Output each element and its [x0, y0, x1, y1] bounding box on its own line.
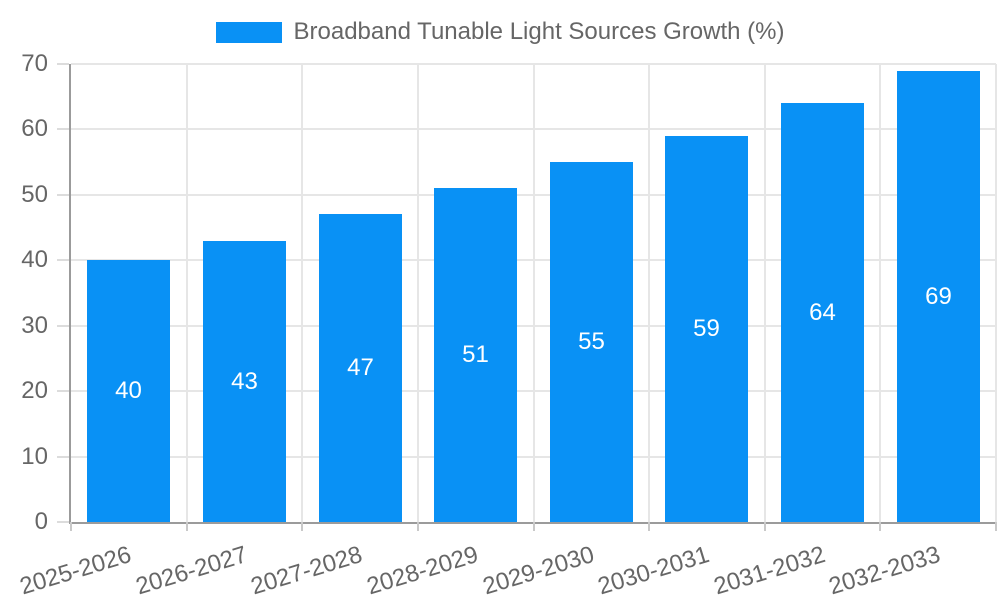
bar-value-label: 69: [925, 282, 952, 310]
plot-area: 40 43 47 51 55 59 64 69: [57, 63, 997, 531]
v-gridline: [995, 64, 997, 522]
y-axis-label: 20: [21, 377, 48, 405]
y-axis-label: 50: [21, 180, 48, 208]
chart-legend[interactable]: Broadband Tunable Light Sources Growth (…: [0, 18, 1000, 46]
bar-value-label: 59: [693, 315, 720, 342]
bar[interactable]: 40: [87, 260, 170, 522]
x-axis-label: 2028-2029: [363, 541, 482, 600]
v-gridline: [763, 64, 766, 522]
bar-value-label: 40: [115, 377, 142, 404]
x-axis: 2025-2026 2026-2027 2027-2028 2028-2029 2029…: [0, 524, 1000, 600]
x-axis-label: 2025-2026: [16, 541, 135, 600]
y-axis-label: 0: [34, 508, 48, 535]
v-gridline: [185, 64, 188, 522]
v-gridline: [879, 64, 882, 522]
x-tick-mark: [995, 522, 997, 531]
y-tick-mark: [57, 63, 69, 65]
bar-value-label: 43: [231, 367, 258, 395]
y-tick-mark: [57, 324, 69, 327]
y-tick-mark: [57, 128, 69, 131]
bar[interactable]: 69: [897, 71, 980, 522]
v-gridline: [532, 64, 535, 522]
y-axis-label: 60: [21, 115, 48, 143]
x-axis-label: 2030-2031: [594, 541, 713, 600]
x-axis-label: 2031-2032: [710, 541, 829, 600]
bar-value-label: 47: [347, 354, 374, 381]
x-tick-mark: [879, 522, 882, 531]
x-axis-label: 2027-2028: [248, 541, 366, 600]
bar-value-label: 64: [809, 298, 836, 326]
y-tick-mark: [57, 455, 69, 458]
bar[interactable]: 59: [665, 136, 748, 522]
y-tick-mark: [57, 521, 69, 523]
x-tick-mark: [763, 522, 766, 531]
x-axis-label: 2026-2027: [132, 541, 251, 600]
y-axis-label: 30: [21, 311, 48, 339]
x-tick-mark: [70, 522, 72, 531]
v-gridline: [416, 64, 419, 522]
y-axis: 0 10 20 30 40 50 60 70: [0, 51, 48, 535]
x-tick-mark: [185, 522, 188, 531]
bar-value-label: 51: [462, 341, 489, 368]
y-axis-label: 10: [21, 442, 48, 470]
x-tick-mark: [648, 522, 651, 531]
y-axis-label: 70: [21, 50, 48, 77]
legend-swatch: [215, 21, 282, 43]
bar-value-label: 55: [578, 328, 605, 355]
v-gridline: [648, 64, 651, 522]
bar[interactable]: 64: [781, 103, 864, 522]
bar[interactable]: 51: [434, 188, 517, 522]
bar[interactable]: 55: [550, 162, 633, 522]
x-tick-mark: [416, 522, 419, 531]
bar[interactable]: 43: [203, 241, 286, 522]
x-axis-label: 2032-2033: [826, 541, 944, 600]
legend-label: Broadband Tunable Light Sources Growth (…: [293, 18, 785, 45]
y-tick-mark: [57, 193, 69, 196]
x-axis-label: 2029-2030: [479, 541, 597, 600]
y-axis-label: 40: [21, 246, 48, 274]
bar[interactable]: 47: [319, 214, 402, 522]
y-tick-mark: [57, 259, 69, 262]
v-gridline: [301, 64, 304, 522]
x-tick-mark: [301, 522, 304, 531]
x-tick-mark: [532, 522, 535, 531]
y-tick-mark: [57, 390, 69, 393]
